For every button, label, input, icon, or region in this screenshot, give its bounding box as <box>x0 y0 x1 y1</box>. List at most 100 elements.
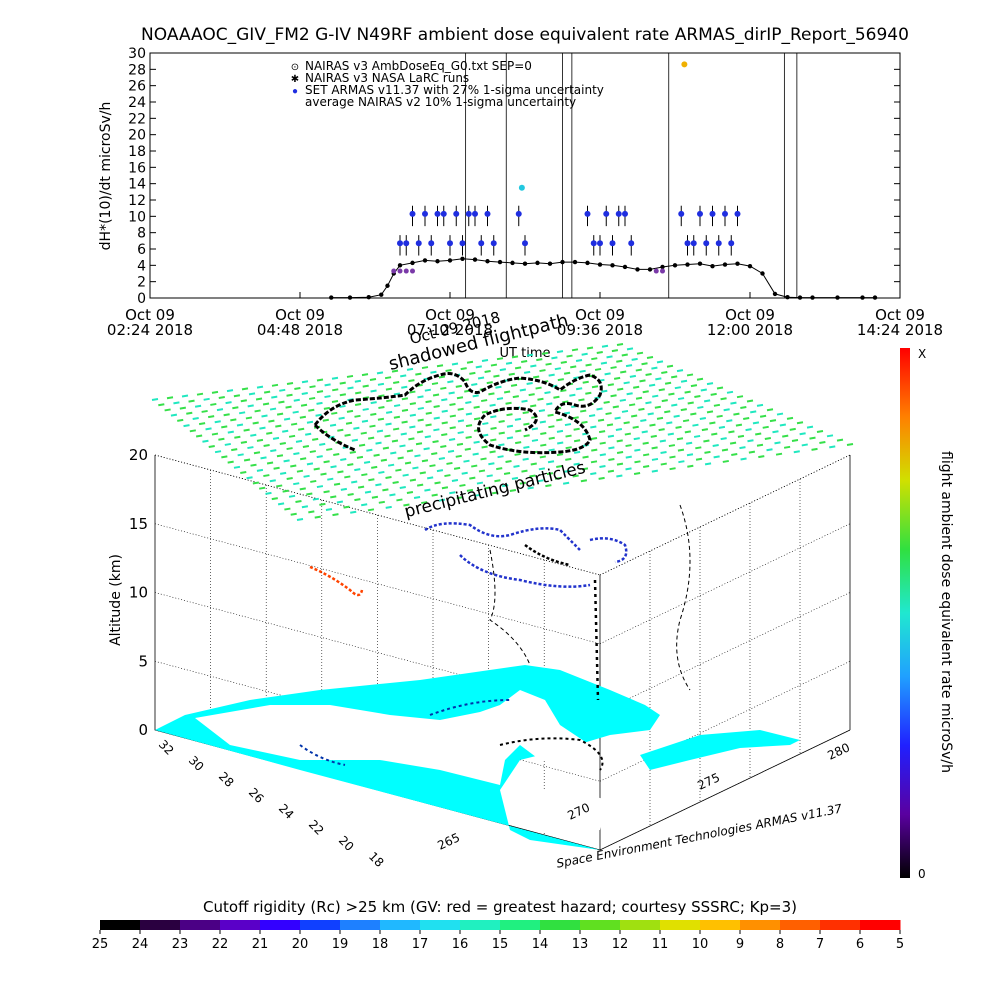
precip-mark <box>415 372 422 376</box>
precip-mark <box>266 461 274 465</box>
precip-mark <box>706 410 714 414</box>
precip-mark <box>301 391 308 395</box>
precip-mark <box>364 490 372 494</box>
y-tick-label: 2 <box>137 275 146 291</box>
precip-mark <box>740 406 747 410</box>
precip-mark <box>449 403 456 406</box>
precip-mark <box>495 385 502 389</box>
precip-mark <box>544 391 551 395</box>
precip-mark <box>299 457 307 461</box>
precip-mark <box>256 468 264 472</box>
precip-mark <box>194 404 202 408</box>
precip-mark <box>546 472 554 476</box>
y-tick-label: 6 <box>137 242 146 258</box>
rigidity-color-cell <box>220 920 261 930</box>
top-series <box>329 61 878 300</box>
precip-mark <box>628 403 636 407</box>
precip-mark <box>762 425 769 429</box>
precip-mark <box>522 457 529 461</box>
x-tick-label-time: 07:12 2018 <box>407 321 493 339</box>
precip-mark <box>456 496 463 500</box>
nairas-point <box>585 260 590 266</box>
precip-mark <box>556 429 564 433</box>
armas-point <box>628 240 635 247</box>
grid-line-left <box>154 523 601 645</box>
precip-mark <box>664 381 672 385</box>
precip-mark <box>353 426 360 430</box>
rigidity-color-cell <box>140 920 181 930</box>
precip-mark <box>668 392 675 396</box>
precip-mark <box>455 454 462 458</box>
legend-entry: average NAIRAS v2 10% 1-sigma uncertaint… <box>305 95 576 109</box>
precip-mark <box>616 474 623 478</box>
precip-mark <box>480 457 487 461</box>
precip-mark <box>421 459 429 463</box>
precip-mark <box>438 498 446 502</box>
precip-mark <box>515 441 522 445</box>
precip-mark <box>660 450 667 454</box>
precip-mark <box>694 395 701 398</box>
nairas-v2-point <box>403 268 409 274</box>
precip-mark <box>323 460 330 464</box>
precip-mark <box>416 430 424 434</box>
precip-mark <box>412 466 419 470</box>
precip-mark <box>385 422 392 426</box>
precip-mark <box>578 398 585 402</box>
precip-mark <box>231 448 238 452</box>
precip-mark <box>590 472 597 476</box>
precip-mark <box>225 401 232 405</box>
precip-mark <box>211 432 219 436</box>
precip-mark <box>581 420 588 424</box>
precip-mark <box>759 414 767 418</box>
precip-mark <box>425 423 432 427</box>
precip-mark <box>633 437 640 441</box>
precip-mark <box>582 380 589 384</box>
precip-mark <box>515 429 522 433</box>
nairas-point <box>347 295 353 300</box>
precip-mark <box>540 443 547 447</box>
precip-mark <box>616 343 624 346</box>
precip-mark <box>666 421 673 425</box>
precip-mark <box>560 389 567 393</box>
precip-mark <box>660 462 667 466</box>
precip-mark <box>276 484 283 488</box>
precip-mark <box>608 457 615 461</box>
precip-mark <box>240 440 248 444</box>
nairas-v2-point <box>410 268 415 274</box>
precip-mark <box>612 405 619 409</box>
precip-mark <box>704 450 711 454</box>
precip-mark <box>324 383 331 387</box>
lon-tick-label: 275 <box>695 770 722 792</box>
precip-mark <box>564 423 572 427</box>
precip-mark <box>597 418 605 422</box>
lon-tick-label: 280 <box>825 740 852 762</box>
precip-mark <box>739 446 746 450</box>
grid-line-right <box>599 454 851 576</box>
precip-mark <box>166 396 174 400</box>
precip-mark <box>409 402 417 406</box>
precip-mark <box>392 480 399 484</box>
precip-mark <box>266 431 273 435</box>
precip-mark <box>766 448 773 452</box>
precip-mark <box>809 436 816 440</box>
precip-mark <box>378 394 385 398</box>
precip-mark <box>548 425 555 429</box>
precip-mark <box>346 374 354 378</box>
precip-mark <box>151 398 159 401</box>
top-plot-frame <box>149 52 901 299</box>
precip-mark <box>210 402 217 406</box>
precip-mark <box>226 389 234 393</box>
legend-symbol: ✱ <box>291 74 299 85</box>
precip-mark <box>560 360 567 364</box>
precip-mark <box>233 465 241 469</box>
precip-mark <box>393 415 401 419</box>
precip-mark <box>575 359 583 363</box>
precip-mark <box>617 387 624 391</box>
precip-mark <box>475 365 482 369</box>
precip-mark <box>271 395 278 399</box>
precip-mark <box>296 469 304 473</box>
precip-mark <box>692 423 699 427</box>
y-tick-label: 16 <box>128 160 146 176</box>
precip-mark <box>431 493 438 497</box>
